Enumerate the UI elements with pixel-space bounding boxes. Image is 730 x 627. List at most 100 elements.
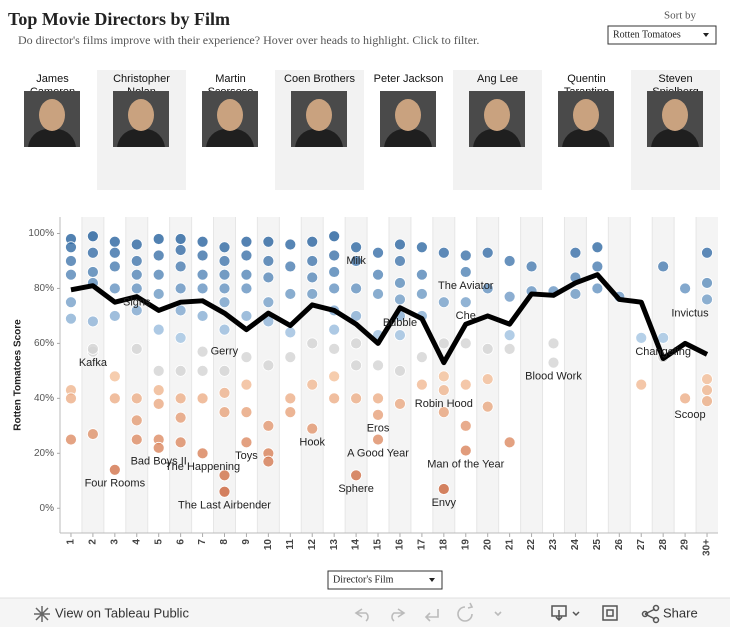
film-bubble bbox=[87, 342, 99, 355]
director-panel[interactable]: Steven Spielberg bbox=[631, 70, 720, 190]
film-bubble bbox=[459, 419, 472, 432]
download[interactable] bbox=[551, 605, 580, 622]
x-tick-label: 11 bbox=[285, 539, 296, 550]
film-dropdown[interactable] bbox=[327, 570, 443, 590]
director-name[interactable]: Steven Spielberg bbox=[652, 73, 698, 98]
film-bubble bbox=[306, 378, 319, 391]
director-panel[interactable]: Christopher Nolan bbox=[97, 70, 186, 190]
view-link[interactable]: View on Tableau Public bbox=[55, 605, 189, 620]
x-tick-label: 12 bbox=[307, 539, 318, 551]
film-bubble bbox=[394, 397, 406, 410]
director-panel[interactable]: James Cameron bbox=[8, 70, 97, 190]
director-panel[interactable]: Coen Brothers bbox=[275, 70, 364, 190]
x-tick-label: 3 bbox=[109, 539, 120, 545]
undo[interactable] bbox=[354, 608, 369, 622]
film-label: The Last Airbender bbox=[178, 500, 271, 512]
film-bubble bbox=[284, 351, 297, 364]
photo-head bbox=[395, 99, 421, 131]
x-tick-label: 1 bbox=[66, 539, 77, 545]
director-photo[interactable] bbox=[24, 91, 80, 147]
film-bubble bbox=[284, 406, 297, 418]
film-bubble bbox=[108, 392, 121, 405]
dropdown-arrow bbox=[429, 578, 435, 582]
redo[interactable] bbox=[391, 608, 406, 622]
x-tick-label: 9 bbox=[241, 539, 252, 545]
film-bubble bbox=[306, 271, 319, 284]
share[interactable]: Share bbox=[663, 605, 698, 620]
x-tick-label: 15 bbox=[373, 539, 384, 551]
film-bubble bbox=[701, 246, 713, 259]
pause[interactable] bbox=[494, 611, 502, 617]
director-panel[interactable]: Quentin Tarantino bbox=[542, 70, 631, 190]
film-bubble bbox=[152, 323, 165, 336]
film-bubble bbox=[372, 246, 384, 259]
director-name[interactable]: Christopher Nolan bbox=[113, 73, 170, 98]
film-bubble bbox=[350, 255, 363, 267]
film-bubble bbox=[87, 315, 99, 328]
film-bubble bbox=[152, 364, 165, 377]
director-name[interactable]: Peter Jackson bbox=[373, 73, 444, 85]
director-name[interactable]: Martin Scorsese bbox=[208, 73, 254, 98]
subtitle: Do director's films improve with their e… bbox=[18, 33, 479, 47]
film-label: The Happening bbox=[165, 461, 240, 473]
film-bubble bbox=[218, 296, 231, 309]
photo-body bbox=[28, 129, 76, 147]
film-label: The Aviator bbox=[438, 280, 494, 292]
film-filter[interactable]: Director's Film bbox=[333, 574, 394, 585]
film-label: Signs bbox=[123, 296, 151, 308]
film-bubble bbox=[701, 293, 713, 306]
film-bubble bbox=[350, 359, 363, 372]
film-bubble bbox=[372, 433, 384, 446]
photo-head bbox=[128, 99, 154, 131]
director-panel[interactable]: Martin Scorsese bbox=[186, 70, 275, 190]
film-bubble bbox=[701, 384, 713, 397]
film-label: Kafka bbox=[79, 357, 108, 369]
x-tick-label: 14 bbox=[351, 539, 362, 551]
director-photo[interactable] bbox=[647, 91, 703, 147]
director-panel[interactable]: Ang Lee bbox=[453, 70, 542, 190]
film-bubble bbox=[415, 241, 428, 254]
column-band bbox=[81, 217, 104, 533]
director-photo[interactable] bbox=[113, 91, 169, 147]
photo-body bbox=[384, 129, 432, 147]
director-photo[interactable] bbox=[558, 91, 614, 147]
film-bubble bbox=[481, 400, 494, 413]
fullscreen[interactable] bbox=[602, 605, 618, 621]
x-tick-label: 8 bbox=[219, 539, 230, 545]
film-bubble bbox=[152, 384, 165, 397]
film-bubble bbox=[547, 356, 560, 369]
director-name[interactable]: Coen Brothers bbox=[284, 73, 355, 85]
film-bubble bbox=[503, 342, 516, 355]
director-panel[interactable]: Peter Jackson bbox=[364, 70, 453, 190]
director-photo[interactable] bbox=[469, 91, 525, 147]
director-name[interactable]: Ang Lee bbox=[477, 73, 518, 85]
film-bubble bbox=[591, 241, 604, 254]
film-bubble bbox=[196, 249, 209, 262]
film-bubble bbox=[130, 304, 143, 317]
film-bubble bbox=[394, 364, 406, 377]
tableau-icon[interactable] bbox=[34, 606, 50, 622]
x-tick-label: 2 bbox=[88, 539, 99, 545]
film-bubble bbox=[635, 378, 648, 391]
film-label: Eros bbox=[367, 423, 390, 435]
film-bubble bbox=[65, 241, 77, 254]
film-bubble bbox=[481, 246, 494, 259]
director-name[interactable]: James Cameron bbox=[30, 73, 75, 98]
film-label: Sphere bbox=[338, 483, 373, 495]
director-name[interactable]: Quentin Tarantino bbox=[564, 73, 609, 98]
film-label: Hook bbox=[299, 436, 325, 448]
film-label: Che bbox=[456, 310, 476, 322]
sort-value[interactable]: Rotten Tomatoes bbox=[613, 29, 681, 40]
film-bubble bbox=[196, 282, 209, 295]
sort-dropdown[interactable] bbox=[607, 25, 717, 45]
director-photo[interactable] bbox=[380, 91, 436, 147]
film-bubble bbox=[130, 342, 143, 355]
film-label: Scoop bbox=[674, 409, 705, 421]
refresh[interactable] bbox=[457, 602, 474, 622]
revert[interactable] bbox=[424, 609, 439, 622]
director-photo[interactable] bbox=[202, 91, 258, 147]
film-bubble bbox=[65, 312, 77, 325]
film-bubble bbox=[415, 268, 428, 281]
director-photo[interactable] bbox=[291, 91, 347, 147]
